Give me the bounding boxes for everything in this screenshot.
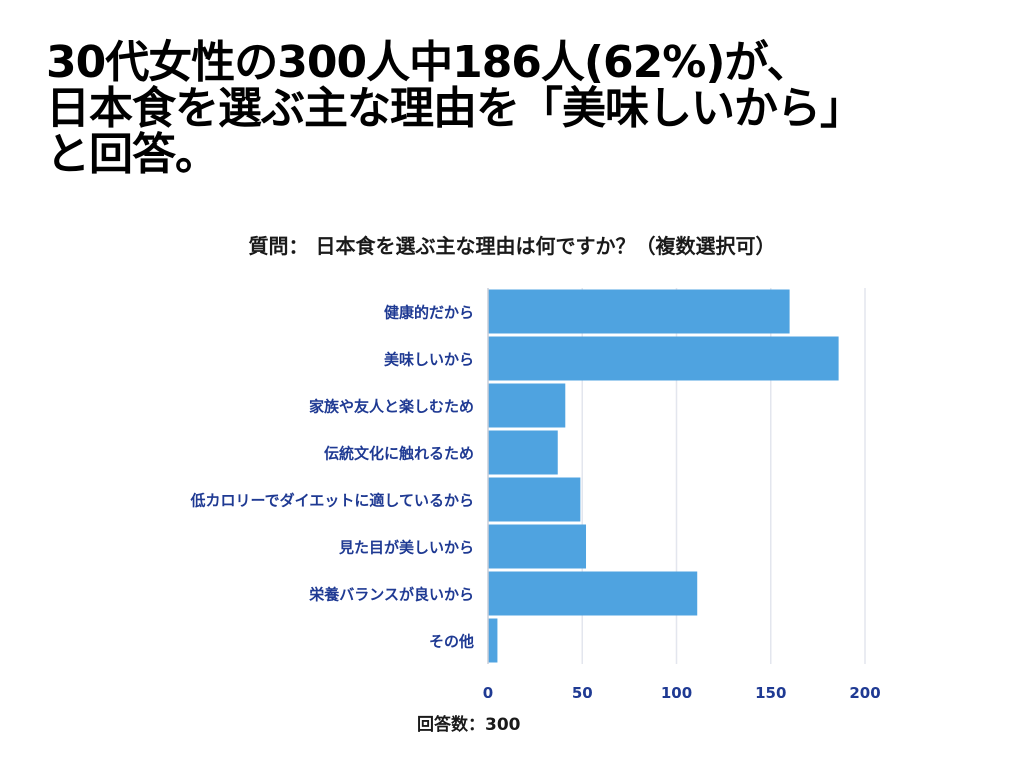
x-tick-label-100: 100	[661, 684, 692, 700]
headline-line-2: 日本食を選ぶ主な理由を「美味しいから」	[46, 83, 864, 134]
bar-6	[488, 524, 587, 569]
category-label-2: 美味しいから	[384, 351, 474, 369]
category-label-4: 伝統文化に触れるため	[324, 445, 474, 463]
headline-line-1: 30代女性の300人中186人(62%)が、	[46, 37, 811, 88]
category-label-1: 健康的だから	[384, 304, 474, 322]
bar-2	[488, 336, 839, 381]
headline-line-3: と回答。	[46, 129, 219, 180]
chart-question: 質問： 日本食を選ぶ主な理由は何ですか？（複数選択可）	[248, 234, 776, 258]
headline: 30代女性の300人中186人(62%)が、 日本食を選ぶ主な理由を「美味しいか…	[46, 40, 1016, 178]
bar-chart: 健康的だから美味しいから家族や友人と楽しむため伝統文化に触れるため低カロリーでダ…	[189, 288, 881, 700]
category-label-5: 低カロリーでダイエットに適しているから	[189, 492, 474, 510]
bar-8	[488, 618, 498, 663]
category-label-7: 栄養バランスが良いから	[308, 586, 474, 604]
x-tick-label-150: 150	[755, 684, 786, 700]
x-tick-label-0: 0	[483, 684, 493, 700]
bar-7	[488, 571, 698, 616]
category-label-6: 見た目が美しいから	[338, 539, 474, 557]
category-label-3: 家族や友人と楽しむため	[309, 398, 474, 416]
x-tick-label-200: 200	[849, 684, 880, 700]
response-count: 回答数：300	[417, 715, 521, 735]
x-tick-label-50: 50	[572, 684, 593, 700]
bar-3	[488, 383, 566, 428]
bar-1	[488, 289, 790, 334]
bar-4	[488, 430, 558, 475]
category-label-8: その他	[429, 633, 474, 651]
bar-5	[488, 477, 581, 522]
